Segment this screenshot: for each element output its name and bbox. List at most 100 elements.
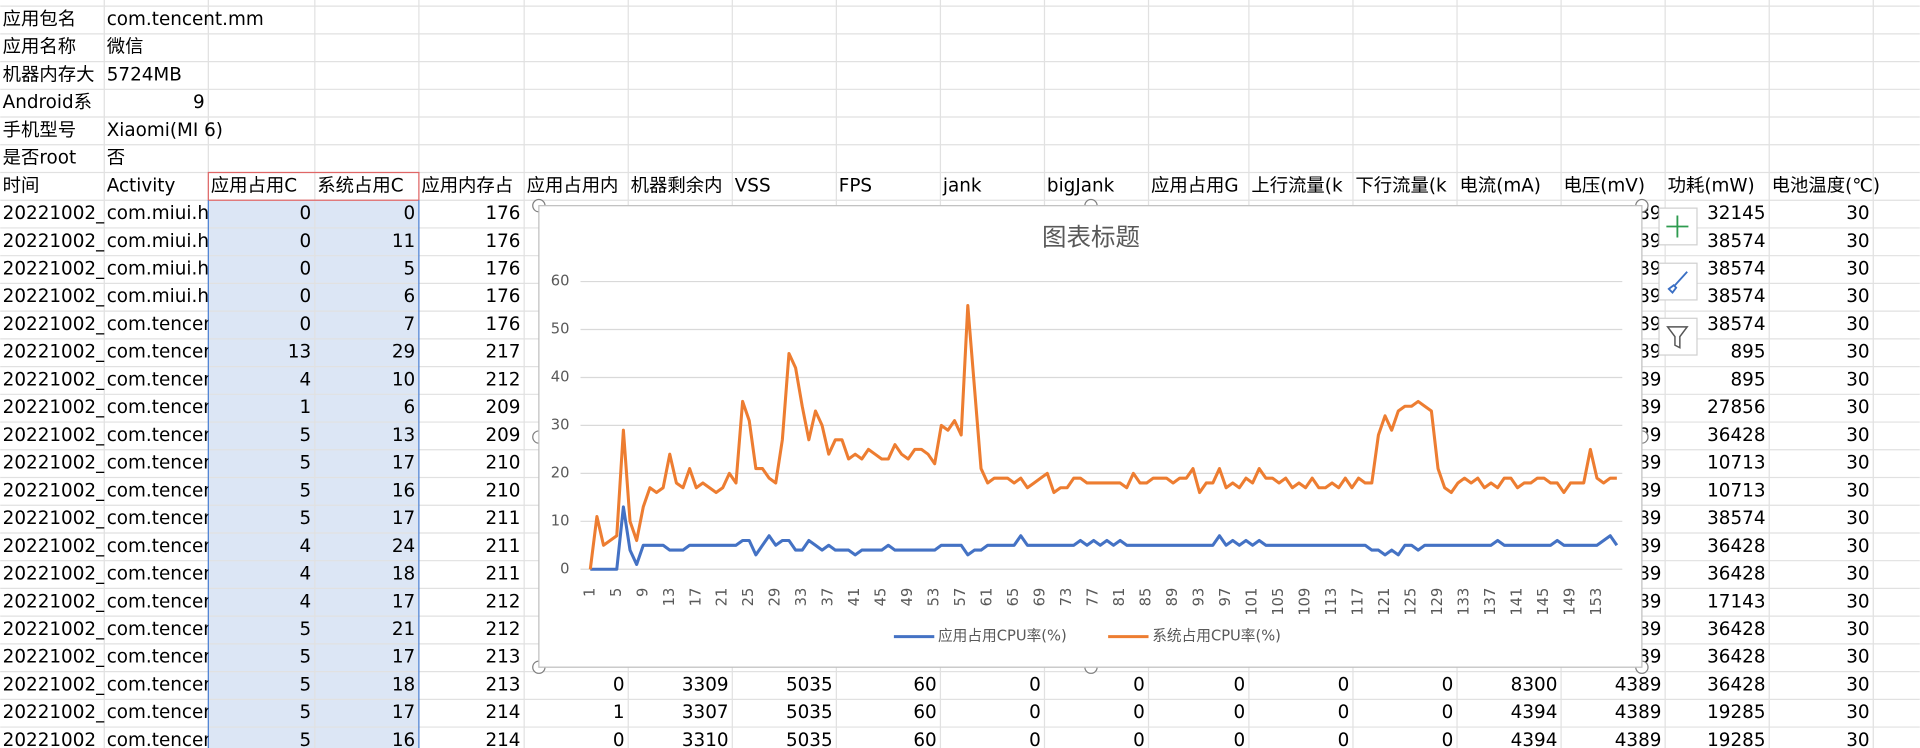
- cell-text: 29: [392, 342, 415, 363]
- cell-text: com.tencen: [107, 619, 215, 640]
- x-tick-label: 49: [899, 588, 916, 607]
- x-tick-label: 77: [1085, 588, 1102, 607]
- cell-text: 30: [1846, 397, 1869, 418]
- cell-text: 20221002_: [3, 286, 106, 307]
- x-tick-label: 61: [979, 588, 996, 607]
- cell-text: com.tencen: [107, 674, 215, 695]
- cell-text: 60: [913, 730, 936, 748]
- cell-text: 4: [299, 369, 311, 390]
- cell-text: com.tencen: [107, 564, 215, 585]
- cell-text: 176: [485, 259, 520, 280]
- x-tick-label: 97: [1217, 588, 1234, 607]
- cell-text: 0: [1133, 702, 1145, 723]
- chart-filters-button[interactable]: [1658, 317, 1698, 356]
- x-tick-label: 93: [1191, 588, 1208, 607]
- cell-text: 18: [392, 674, 415, 695]
- cell-text: 30: [1846, 619, 1869, 640]
- cell-text: 0: [1442, 702, 1454, 723]
- chart-title: 图表标题: [1042, 223, 1140, 252]
- cell-text: 20221002_: [3, 564, 106, 585]
- y-tick-label: 60: [551, 273, 570, 290]
- cell-text: 0: [1234, 702, 1246, 723]
- cell-text: 20221002_: [3, 647, 106, 668]
- cell-text: 系统占用C: [317, 175, 403, 196]
- cell-text: 30: [1846, 203, 1869, 224]
- cell-text: 0: [1338, 702, 1350, 723]
- cell-text: 5: [299, 480, 311, 501]
- cell-text: 0: [299, 314, 311, 335]
- cell-text: 20221002_: [3, 342, 106, 363]
- cell-text: 上行流量(k: [1251, 175, 1343, 196]
- cell-text: 13: [288, 342, 311, 363]
- cell-text: 895: [1730, 342, 1765, 363]
- x-tick-label: 69: [1032, 588, 1049, 607]
- y-tick-label: 30: [551, 416, 570, 433]
- cell-text: 20221002_: [3, 397, 106, 418]
- cell-text: 0: [1133, 730, 1145, 748]
- cell-text: 36428: [1707, 647, 1765, 668]
- x-tick-label: 149: [1561, 588, 1578, 616]
- cell-text: 0: [1029, 674, 1041, 695]
- cell-text: 17: [392, 647, 415, 668]
- cell-text: 4389: [1615, 702, 1662, 723]
- x-tick-label: 125: [1403, 588, 1420, 616]
- cell-text: 10713: [1707, 480, 1765, 501]
- cell-text: 20221002_: [3, 259, 106, 280]
- chart[interactable]: 0 10 20 30 40 50 60 1 5 9 13 17 21 25 29 33 37 41 45 49 53 57…: [538, 205, 1643, 668]
- x-tick-label: 85: [1138, 588, 1155, 607]
- cell-text: com.miui.h: [107, 203, 209, 224]
- chart-elements-button[interactable]: [1658, 207, 1698, 246]
- cell-text: 微信: [107, 37, 144, 58]
- x-tick-label: 41: [846, 588, 863, 607]
- cell-text: 30: [1846, 453, 1869, 474]
- cell-text: 21: [392, 619, 415, 640]
- cell-text: Android系: [3, 92, 92, 113]
- cell-text: 3307: [682, 702, 729, 723]
- cell-text: FPS: [839, 175, 872, 196]
- cell-text: VSS: [735, 175, 771, 196]
- cell-text: 应用名称: [3, 37, 76, 58]
- cell-text: 5: [299, 425, 311, 446]
- cell-text: 电压(mV): [1564, 175, 1646, 196]
- cell-text: 是否root: [3, 148, 77, 169]
- cell-text: 9: [193, 92, 205, 113]
- cell-text: 211: [485, 564, 520, 585]
- cell-text: 30: [1846, 730, 1869, 748]
- x-tick-label: 13: [661, 588, 678, 607]
- cell-text: 3310: [682, 730, 729, 748]
- cell-text: 否: [107, 148, 125, 169]
- cell-text: com.tencen: [107, 536, 215, 557]
- cell-text: 30: [1846, 369, 1869, 390]
- cell-text: 38574: [1707, 231, 1765, 252]
- cell-text: 5: [299, 453, 311, 474]
- cell-text: 36428: [1707, 674, 1765, 695]
- chart-area[interactable]: [538, 205, 1643, 668]
- cell-text: 5035: [786, 730, 833, 748]
- cell-text: 30: [1846, 647, 1869, 668]
- cell-text: 5: [299, 674, 311, 695]
- cell-text: 211: [485, 536, 520, 557]
- cell-text: 30: [1846, 702, 1869, 723]
- x-tick-label: 9: [634, 588, 651, 597]
- chart-styles-button[interactable]: [1658, 262, 1698, 301]
- cell-text: 10713: [1707, 453, 1765, 474]
- cell-text: Xiaomi(MI 6): [107, 120, 223, 141]
- cell-text: com.tencen: [107, 397, 215, 418]
- cell-text: 5035: [786, 674, 833, 695]
- legend-label: 应用占用CPU率(%): [938, 627, 1067, 645]
- cell-text: 20221002_: [3, 619, 106, 640]
- cell-text: 20221002_: [3, 674, 106, 695]
- cell-text: 4: [299, 536, 311, 557]
- cell-text: 36428: [1707, 564, 1765, 585]
- cell-text: com.tencen: [107, 453, 215, 474]
- cell-text: 210: [485, 453, 520, 474]
- cell-text: 20221002_: [3, 231, 106, 252]
- cell-text: 0: [1029, 730, 1041, 748]
- x-tick-label: 145: [1535, 588, 1552, 616]
- x-tick-label: 25: [740, 588, 757, 607]
- cell-text: 36428: [1707, 425, 1765, 446]
- x-tick-label: 21: [714, 588, 731, 607]
- cell-text: 30: [1846, 425, 1869, 446]
- cell-text: 20221002_: [3, 730, 106, 748]
